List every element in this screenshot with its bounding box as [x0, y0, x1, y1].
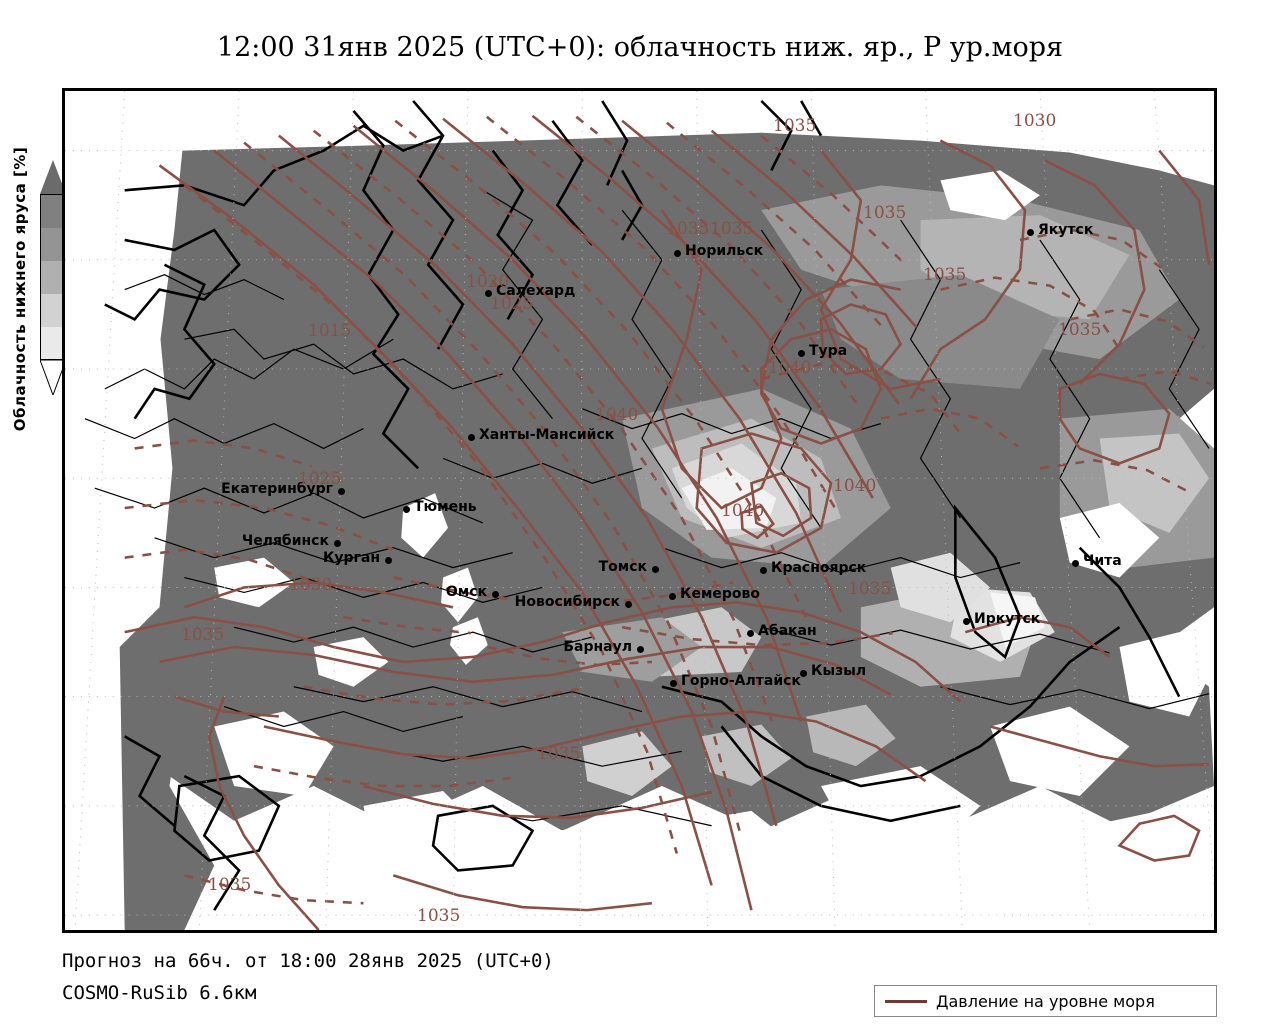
city-dot-icon [1027, 229, 1034, 236]
isobar-label-1015: 1015 [308, 321, 352, 341]
isobar-label-1035: 1035 [923, 265, 967, 285]
city-label: Норильск [685, 243, 764, 259]
legend-label: Давление на уровне моря [936, 991, 1155, 1011]
isobar-label-1035: 1035 [208, 875, 252, 895]
city-label: Омск [445, 584, 487, 600]
city-label: Горно-Алтайск [681, 673, 801, 689]
isobar-label-1040: 1040 [768, 358, 812, 378]
isobar-label-1035: 1035 [537, 744, 581, 764]
isobar-label-1030: 1030 [289, 575, 333, 595]
isobars-dashed [124, 115, 1212, 905]
city-label: Барнаул [563, 639, 632, 655]
isobar-label-1025: 1025 [490, 294, 534, 314]
colorbar-band-1 [41, 228, 65, 261]
colorbar-band-0 [41, 195, 65, 228]
colorbar-band-4 [41, 327, 65, 359]
colorbar-band-2 [41, 261, 65, 294]
city-dot-icon [338, 488, 345, 495]
isobar-label-1030: 1030 [1013, 111, 1057, 131]
cloud-field [119, 132, 1214, 930]
city-dot-icon [492, 591, 499, 598]
city-dot-icon [800, 670, 807, 677]
isobar-label-1040: 1040 [595, 405, 639, 425]
city-dot-icon [403, 506, 410, 513]
coastline [104, 100, 1181, 911]
isobar-label-1035: 1035 [710, 219, 754, 239]
isobar-label-1020: 1020 [466, 272, 510, 292]
city-label: Кызыл [811, 663, 867, 679]
city-dot-icon [637, 646, 644, 653]
graticule [65, 91, 1214, 930]
isobar-label-1035: 1035 [848, 579, 892, 599]
city-dot-icon [652, 566, 659, 573]
city-label: Томск [598, 559, 647, 575]
city-label: Чита [1083, 553, 1122, 569]
isobar-label-1035: 1035 [863, 203, 907, 223]
city-label: Екатеринбург [221, 481, 333, 497]
city-label: Кемерово [680, 586, 760, 602]
city-label: Челябинск [241, 533, 329, 549]
colorbar-bottom-arrow [40, 360, 66, 395]
isobar-label-1035: 1035 [773, 116, 817, 136]
city-dot-icon [760, 567, 767, 574]
city-label: Салехард [496, 283, 576, 299]
colorbar [40, 160, 66, 395]
forecast-info-line: Прогноз на 66ч. от 18:00 28янв 2025 (UTC… [62, 950, 554, 972]
colorbar-top-arrow [40, 160, 66, 194]
city-label: Тюмень [414, 499, 477, 515]
city-dot-icon [625, 601, 632, 608]
city-dot-icon [334, 540, 341, 547]
city-dot-icon [963, 618, 970, 625]
city-label: Абакан [758, 623, 817, 639]
isobar-label-1025: 1025 [298, 469, 342, 489]
colorbar-bands [40, 194, 66, 360]
city-dot-icon [1072, 560, 1079, 567]
isobar-label-1040: 1040 [833, 476, 877, 496]
isobar-label-1035: 1035 [1058, 320, 1102, 340]
city-label: Красноярск [771, 560, 867, 576]
city-label: Новосибирск [514, 594, 620, 610]
city-dot-icon [468, 434, 475, 441]
city-dot-icon [674, 250, 681, 257]
city-dot-icon [798, 350, 805, 357]
city-label: Тура [809, 343, 848, 359]
isobar-label-1035: 1035 [181, 625, 225, 645]
city-dot-icon [747, 630, 754, 637]
map-canvas [65, 91, 1214, 930]
city-label: Якутск [1038, 222, 1094, 238]
city-label: Иркутск [974, 611, 1041, 627]
page-title: 12:00 31янв 2025 (UTC+0): облачность ниж… [216, 32, 1064, 63]
weather-map[interactable]: Якутск Норильск Тура Салехард Ханты-Мансийск… [62, 88, 1217, 933]
city-label: Курган [322, 550, 380, 566]
city-dot-icon [670, 680, 677, 687]
city-dot-icon [485, 290, 492, 297]
city-dot-icon [669, 593, 676, 600]
pressure-line-swatch [885, 999, 927, 1003]
map-legend: Давление на уровне моря [874, 985, 1217, 1017]
city-dot-icon [385, 557, 392, 564]
colorbar-band-3 [41, 294, 65, 327]
isobar-label-1040: 1040 [721, 501, 765, 521]
colorbar-axis-label: Облачность нижнего яруса [%] [11, 146, 29, 432]
model-info-line: COSMO-RuSib 6.6км [62, 982, 257, 1004]
isobar-label-1035: 1035 [417, 906, 461, 926]
city-label: Ханты-Мансийск [479, 427, 615, 443]
isobar-label-1035: 1035 [666, 219, 710, 239]
